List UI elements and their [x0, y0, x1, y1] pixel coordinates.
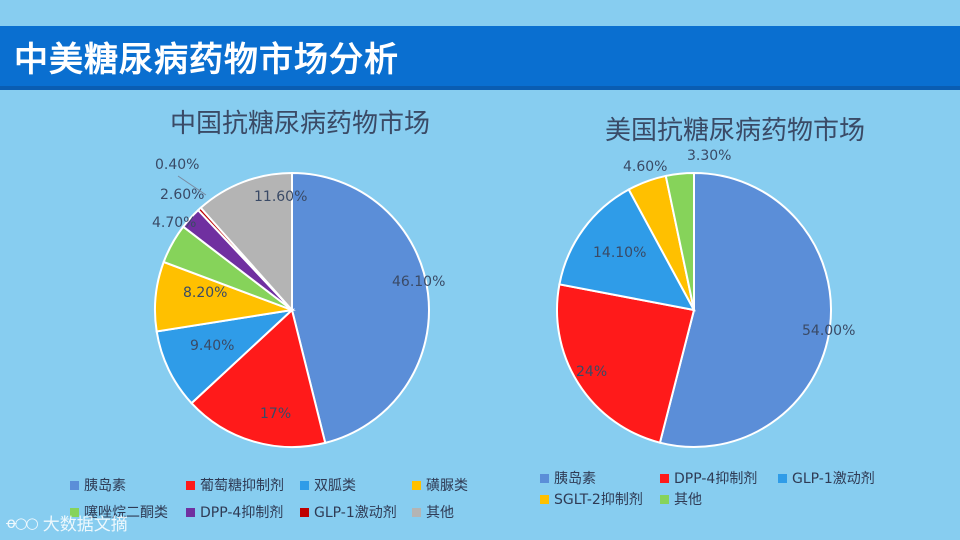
- legend-swatch: [186, 507, 195, 517]
- data-label-us-1: 24%: [576, 364, 607, 380]
- legend-label: GLP-1激动剂: [792, 471, 875, 487]
- watermark: ꝋ○○ 大数据文摘: [6, 510, 128, 536]
- legend-item-us-4: 其他: [660, 489, 702, 509]
- legend-swatch: [540, 473, 549, 483]
- data-label-cn-7: 11.60%: [254, 189, 307, 205]
- legend-item-us-2: GLP-1激动剂: [778, 468, 875, 488]
- legend-label: DPP-4抑制剂: [200, 505, 284, 521]
- pie-slice-cn-1: [190, 308, 327, 448]
- legend-item-us-1: DPP-4抑制剂: [660, 468, 757, 488]
- us-pie-chart: 54.00% 24% 14.10% 4.60% 3.30%: [556, 148, 855, 448]
- legend-label: 其他: [674, 492, 702, 508]
- legend-item-cn-3: 磺脲类: [412, 475, 468, 495]
- legend-label: 胰岛素: [84, 478, 126, 494]
- china-chart-title: 中国抗糖尿病药物市场: [169, 109, 430, 139]
- pie-slice-cn-7: [199, 171, 293, 313]
- legend-item-cn-0: 胰岛素: [70, 475, 126, 495]
- us-chart-title: 美国抗糖尿病药物市场: [604, 116, 865, 146]
- legend-swatch: [660, 494, 669, 504]
- data-label-cn-2: 9.40%: [190, 338, 234, 354]
- data-label-cn-3: 8.20%: [183, 285, 227, 301]
- legend-swatch: [412, 480, 421, 490]
- data-label-us-2: 14.10%: [593, 245, 646, 261]
- legend-item-cn-5: DPP-4抑制剂: [186, 502, 283, 522]
- legend-label: 双胍类: [314, 478, 356, 494]
- pie-slice-us-1: [556, 283, 696, 444]
- legend-swatch: [70, 507, 79, 517]
- legend-label: 胰岛素: [554, 471, 596, 487]
- page-title: 中美糖尿病药物市场分析: [14, 40, 399, 80]
- legend-label: SGLT-2抑制剂: [554, 492, 643, 508]
- legend-label: 葡萄糖抑制剂: [200, 478, 284, 494]
- legend-item-cn-6: GLP-1激动剂: [300, 502, 397, 522]
- legend-swatch: [300, 507, 309, 517]
- watermark-text: 大数据文摘: [42, 515, 128, 535]
- pie-slice-us-2: [558, 188, 696, 312]
- legend-swatch: [412, 507, 421, 517]
- data-label-us-3: 4.60%: [623, 159, 667, 175]
- logo-icon: ꝋ○○: [6, 513, 39, 532]
- legend-item-cn-7: 其他: [412, 502, 454, 522]
- data-label-cn-1: 17%: [260, 406, 291, 422]
- legend-label: 其他: [426, 505, 454, 521]
- legend-label: 噻唑烷二酮类: [84, 505, 168, 521]
- legend-swatch: [660, 473, 669, 483]
- legend-item-us-3: SGLT-2抑制剂: [540, 489, 643, 509]
- legend-item-us-0: 胰岛素: [540, 468, 596, 488]
- legend-swatch: [70, 480, 79, 490]
- data-label-cn-5: 2.60%: [160, 187, 204, 203]
- leader-line: [177, 175, 207, 196]
- pie-slice-cn-0: [291, 171, 430, 445]
- legend-swatch: [300, 480, 309, 490]
- header-banner: 中美糖尿病药物市场分析: [0, 26, 960, 90]
- china-pie-chart: 46.10% 17% 9.40% 8.20% 4.70% 2.60% 0.40% 11.60%: [152, 157, 445, 448]
- legend-item-cn-4: 噻唑烷二酮类: [70, 502, 168, 522]
- data-label-cn-6: 0.40%: [155, 157, 199, 173]
- data-label-cn-0: 46.10%: [392, 274, 445, 290]
- pie-slice-us-0: [658, 171, 832, 448]
- legend-swatch: [778, 473, 787, 483]
- pie-slice-us-4: [664, 171, 695, 311]
- legend-label: 磺脲类: [426, 478, 468, 494]
- legend-swatch: [540, 494, 549, 504]
- legend-item-cn-2: 双胍类: [300, 475, 356, 495]
- data-label-us-0: 54.00%: [802, 323, 855, 339]
- pie-slice-cn-2: [155, 308, 296, 405]
- data-label-us-4: 3.30%: [687, 148, 731, 164]
- legend-label: DPP-4抑制剂: [674, 471, 758, 487]
- data-label-cn-4: 4.70%: [152, 215, 196, 231]
- legend-swatch: [186, 480, 195, 490]
- legend-item-cn-1: 葡萄糖抑制剂: [186, 475, 284, 495]
- legend-label: GLP-1激动剂: [314, 505, 397, 521]
